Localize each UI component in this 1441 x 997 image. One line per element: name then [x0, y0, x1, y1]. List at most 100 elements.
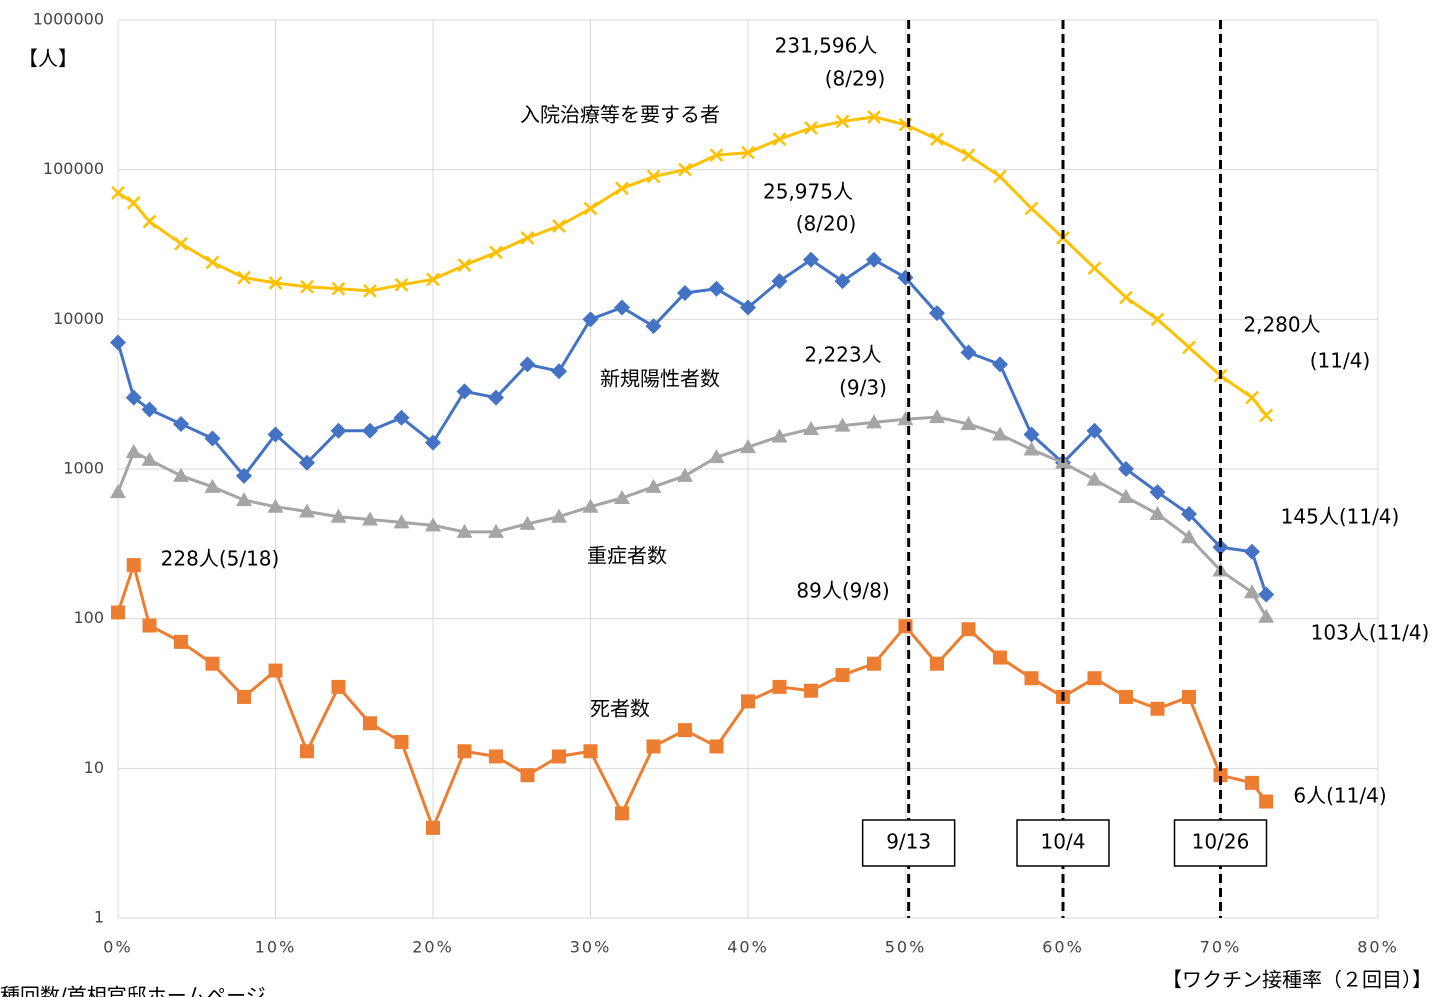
annotation: 2,280人	[1243, 313, 1320, 337]
marker	[142, 214, 157, 229]
annotation: 103人(11/4)	[1311, 621, 1430, 645]
marker	[866, 414, 882, 429]
marker	[993, 650, 1007, 665]
marker	[425, 434, 441, 451]
marker	[930, 656, 944, 671]
marker	[992, 426, 1008, 441]
marker	[867, 110, 881, 124]
marker	[803, 251, 819, 268]
marker	[929, 305, 945, 322]
y-tick-label: 100000	[43, 159, 104, 178]
marker	[1086, 422, 1103, 439]
marker	[615, 806, 629, 821]
marker	[552, 749, 566, 764]
marker	[456, 383, 473, 400]
marker	[961, 148, 976, 163]
marker	[205, 656, 220, 671]
marker	[519, 515, 536, 530]
marker	[267, 426, 284, 443]
marker	[1213, 768, 1228, 783]
marker	[1087, 671, 1102, 686]
marker	[1149, 506, 1166, 521]
annotation: 死者数	[590, 697, 650, 721]
marker	[866, 251, 882, 268]
marker	[141, 401, 158, 418]
marker	[519, 356, 536, 373]
marker	[425, 517, 441, 532]
x-tick-label: 30%	[570, 938, 612, 957]
marker	[204, 430, 221, 447]
marker	[489, 245, 503, 260]
marker	[362, 511, 378, 526]
marker	[551, 363, 567, 380]
marker	[708, 449, 725, 464]
marker	[583, 201, 598, 216]
marker	[804, 683, 818, 698]
marker	[897, 411, 914, 426]
marker	[457, 744, 472, 759]
marker	[1258, 608, 1275, 623]
marker	[582, 498, 599, 513]
marker	[646, 169, 661, 184]
marker	[1087, 261, 1102, 275]
x-tick-label: 20%	[412, 938, 454, 957]
marker	[1119, 689, 1133, 704]
marker	[771, 273, 788, 290]
x-axis-label: 【ワクチン接種率（２回目）】	[1162, 968, 1432, 992]
annotation: (11/4)	[1310, 349, 1371, 373]
annotation: 2,223人	[804, 343, 881, 367]
marker	[331, 679, 346, 694]
marker	[363, 283, 377, 298]
marker	[1182, 340, 1196, 355]
x-tick-label: 50%	[885, 938, 927, 957]
marker	[204, 478, 221, 493]
marker	[740, 299, 756, 316]
marker	[110, 484, 126, 499]
marker	[173, 467, 189, 482]
marker	[141, 451, 158, 466]
x-tick-label: 0%	[103, 938, 132, 957]
marker	[1245, 775, 1259, 790]
marker	[488, 523, 504, 538]
marker	[1149, 484, 1166, 501]
marker	[646, 739, 661, 754]
marker	[961, 622, 976, 637]
marker	[1258, 586, 1275, 603]
marker	[551, 508, 567, 523]
marker	[173, 415, 189, 432]
annotation: 228人(5/18)	[161, 547, 280, 571]
y-tick-label: 10000	[53, 309, 104, 328]
y-tick-label: 100	[73, 608, 104, 627]
marker	[520, 231, 535, 245]
annotation: 新規陽性者数	[600, 367, 720, 391]
marker	[363, 716, 377, 731]
x-tick-label: 80%	[1357, 938, 1399, 957]
annotation: (8/29)	[825, 67, 886, 91]
reference-label: 10/4	[1041, 830, 1086, 854]
marker	[331, 281, 346, 296]
marker	[645, 478, 662, 493]
marker	[174, 634, 188, 649]
marker	[330, 508, 347, 523]
marker	[1150, 701, 1165, 716]
annotation: 25,975人	[763, 180, 853, 204]
marker	[772, 679, 787, 694]
marker	[929, 409, 945, 424]
marker	[867, 656, 881, 671]
source-note: 接種回数/首相官邸ホームページ	[0, 984, 266, 997]
x-tick-label: 70%	[1200, 938, 1242, 957]
marker	[614, 299, 630, 316]
marker	[237, 689, 251, 704]
marker	[489, 749, 503, 764]
x-tick-label: 40%	[727, 938, 769, 957]
marker	[1086, 471, 1103, 486]
marker	[1259, 794, 1274, 809]
marker	[1244, 543, 1260, 560]
marker	[1244, 584, 1260, 599]
marker	[1023, 441, 1040, 456]
marker	[299, 454, 315, 471]
marker	[330, 422, 347, 439]
marker	[709, 739, 724, 754]
marker	[126, 195, 141, 210]
